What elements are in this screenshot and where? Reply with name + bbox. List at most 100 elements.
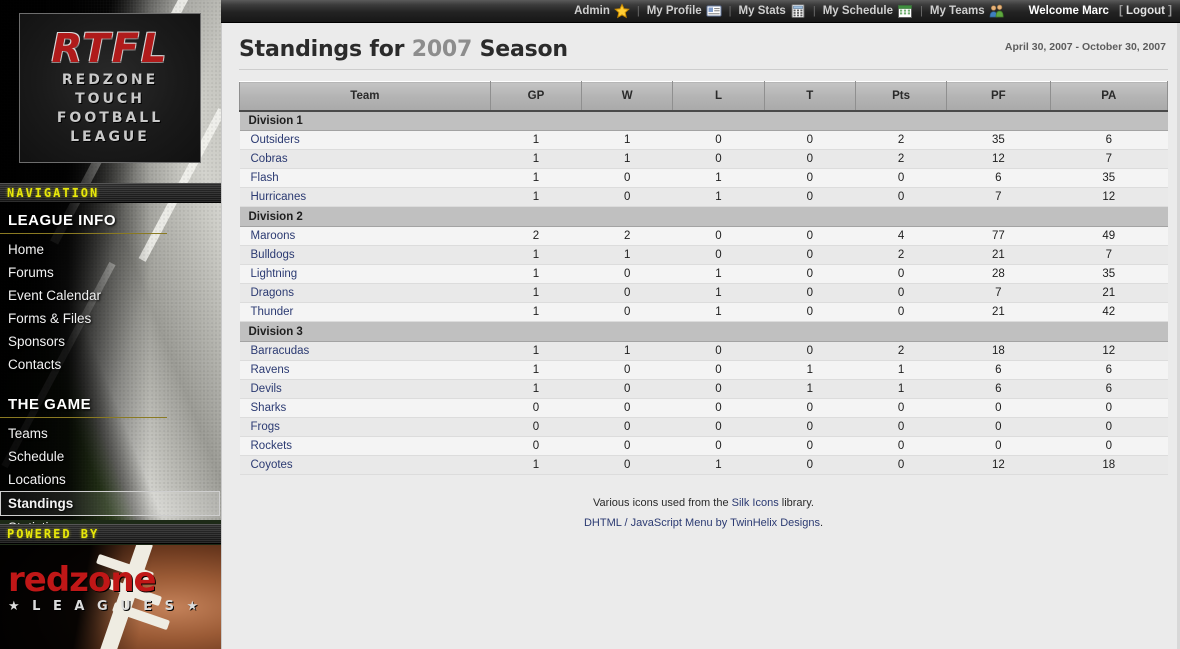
cell-l: 1 xyxy=(672,168,765,188)
team-link[interactable]: Outsiders xyxy=(250,134,300,146)
team-link[interactable]: Frogs xyxy=(250,421,280,433)
team-link[interactable]: Devils xyxy=(250,383,282,395)
cell-pa: 18 xyxy=(1050,455,1168,475)
logo-line-3: FOOTBALL xyxy=(56,110,164,126)
cell-l: 0 xyxy=(672,226,765,246)
cell-l: 0 xyxy=(672,379,765,399)
page-title: Standings for 2007 Season xyxy=(239,37,1166,62)
division-label: Division 3 xyxy=(239,321,1168,342)
cell-w: 0 xyxy=(581,455,673,475)
standings-table-container: Team GP W L T Pts PF PA Division 1 Outsid… xyxy=(222,70,1180,533)
team-link[interactable]: Barracudas xyxy=(250,345,310,357)
team-link[interactable]: Lightning xyxy=(250,268,298,280)
cell-pf: 18 xyxy=(946,341,1051,361)
right-gutter xyxy=(1177,23,1180,649)
sidebar-item-standings[interactable]: Standings xyxy=(0,491,220,516)
topbar-link-my-stats[interactable]: My Stats xyxy=(739,3,806,19)
column-header-t[interactable]: T xyxy=(763,81,856,112)
sidebar-item-forms-files[interactable]: Forms & Files xyxy=(8,311,92,326)
sidebar-item-home[interactable]: Home xyxy=(8,242,45,257)
team-link[interactable]: Thunder xyxy=(250,306,294,318)
calculator-icon xyxy=(790,3,806,19)
column-header-pf[interactable]: PF xyxy=(946,81,1051,112)
team-link[interactable]: Hurricanes xyxy=(250,191,307,203)
cell-team: Bulldogs xyxy=(239,245,491,265)
table-row: Lightning 1 0 1 0 0 28 35 xyxy=(239,264,1168,284)
page-title-prefix: Standings for xyxy=(239,37,412,62)
table-row: Maroons 2 2 0 0 4 77 49 xyxy=(239,226,1168,246)
nav-section-league-info: LEAGUE INFO Home Forums Event Calendar F… xyxy=(0,204,221,376)
team-link[interactable]: Sharks xyxy=(250,402,287,414)
cell-pf: 0 xyxy=(946,436,1051,456)
table-row: Dragons 1 0 1 0 0 7 21 xyxy=(239,283,1168,303)
cell-w: 0 xyxy=(581,436,673,456)
cell-team: Maroons xyxy=(239,226,491,246)
team-link[interactable]: Rockets xyxy=(250,440,293,452)
twinhelix-link[interactable]: DHTML / JavaScript Menu by TwinHelix Des… xyxy=(583,517,820,529)
column-header-pts[interactable]: Pts xyxy=(854,81,948,112)
redzone-leagues-logo[interactable]: redzone ★ L E A G U E S ★ xyxy=(8,563,202,614)
column-header-pa[interactable]: PA xyxy=(1049,81,1169,112)
cell-gp: 1 xyxy=(490,379,582,399)
cell-pf: 7 xyxy=(946,187,1051,207)
logo-line-2: TOUCH xyxy=(75,91,145,107)
logo-line-4: LEAGUE xyxy=(70,129,150,145)
team-link[interactable]: Dragons xyxy=(250,287,294,299)
silk-icons-link[interactable]: Silk Icons xyxy=(731,497,779,509)
sidebar-item-sponsors[interactable]: Sponsors xyxy=(8,334,66,349)
sidebar-item-teams[interactable]: Teams xyxy=(8,426,48,441)
cell-gp: 2 xyxy=(490,226,582,246)
team-link[interactable]: Maroons xyxy=(250,230,296,242)
column-header-team[interactable]: Team xyxy=(239,81,491,112)
cell-pf: 7 xyxy=(946,283,1051,303)
footer-line-menu: DHTML / JavaScript Menu by TwinHelix Des… xyxy=(239,513,1168,533)
column-header-gp[interactable]: GP xyxy=(489,81,583,112)
topbar-link-my-profile[interactable]: My Profile xyxy=(647,3,722,19)
team-link[interactable]: Bulldogs xyxy=(250,249,295,261)
page-title-year: 2007 xyxy=(411,37,473,62)
cell-pa: 12 xyxy=(1050,187,1168,207)
sidebar-item-event-calendar[interactable]: Event Calendar xyxy=(8,288,102,303)
cell-t: 0 xyxy=(764,130,856,150)
sidebar-item-schedule[interactable]: Schedule xyxy=(8,449,65,464)
team-link[interactable]: Cobras xyxy=(250,153,288,165)
cell-w: 0 xyxy=(581,417,673,437)
sidebar-item-locations[interactable]: Locations xyxy=(8,472,66,487)
column-header-l[interactable]: L xyxy=(672,81,765,112)
topbar-link-admin[interactable]: Admin xyxy=(574,3,630,19)
logout-button[interactable]: Logout xyxy=(1126,5,1165,17)
team-link[interactable]: Ravens xyxy=(250,364,290,376)
footer-icons-before: Various icons used from the xyxy=(593,497,732,509)
league-logo[interactable]: RTFL REDZONE TOUCH FOOTBALL LEAGUE xyxy=(19,13,201,163)
topbar-link-my-schedule[interactable]: My Schedule xyxy=(823,3,913,19)
column-header-w[interactable]: W xyxy=(581,81,674,112)
footer-icons-after: library. xyxy=(778,497,814,509)
topbar-separator: | xyxy=(636,5,640,17)
table-header-row: Team GP W L T Pts PF PA xyxy=(239,81,1169,112)
topbar-link-my-teams[interactable]: My Teams xyxy=(930,3,1005,19)
cell-pts: 0 xyxy=(855,302,947,322)
cell-gp: 1 xyxy=(490,455,582,475)
cell-gp: 1 xyxy=(490,245,582,265)
cell-pts: 0 xyxy=(855,398,947,418)
team-link[interactable]: Flash xyxy=(250,172,279,184)
page-header: Standings for 2007 Season April 30, 2007… xyxy=(222,23,1180,69)
sidebar: RTFL REDZONE TOUCH FOOTBALL LEAGUE NAVIG… xyxy=(0,0,221,649)
cell-w: 1 xyxy=(581,149,673,169)
division-header-row: Division 1 xyxy=(239,110,1168,131)
sidebar-item-contacts[interactable]: Contacts xyxy=(8,357,62,372)
logout-wrapper: [ Logout ] xyxy=(1119,5,1172,17)
footer-line-icons: Various icons used from the Silk Icons l… xyxy=(239,493,1168,513)
cell-pf: 28 xyxy=(946,264,1051,284)
team-link[interactable]: Coyotes xyxy=(250,459,293,471)
cell-t: 0 xyxy=(764,398,856,418)
table-row: Devils 1 0 0 1 1 6 6 xyxy=(239,379,1168,399)
cell-l: 0 xyxy=(672,360,765,380)
cell-t: 1 xyxy=(764,379,856,399)
cell-pts: 0 xyxy=(855,264,947,284)
redzone-wordmark: redzone xyxy=(8,560,157,600)
logo-initials: RTFL xyxy=(51,26,169,72)
logout-bracket-close: ] xyxy=(1168,5,1172,17)
topbar-label-admin: Admin xyxy=(574,5,610,17)
sidebar-item-forums[interactable]: Forums xyxy=(8,265,54,280)
